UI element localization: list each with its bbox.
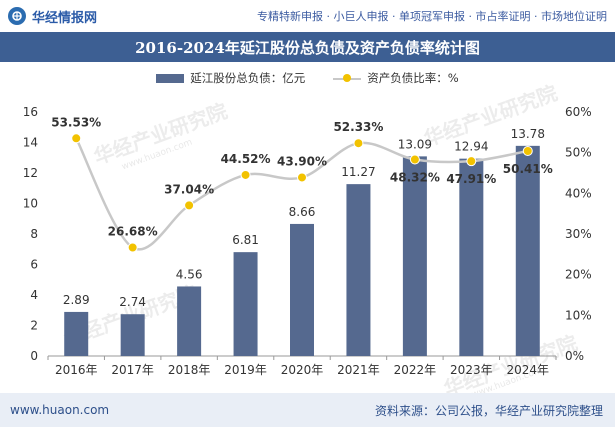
legend-line-swatch-icon xyxy=(333,73,362,83)
bar xyxy=(233,252,258,356)
bar xyxy=(120,314,145,356)
ratio-value-label: 43.90% xyxy=(277,154,327,168)
legend-bar-swatch-icon xyxy=(156,73,185,83)
y-right-tick-label: 20% xyxy=(565,268,592,282)
ratio-value-label: 47.91% xyxy=(446,172,496,186)
bar xyxy=(459,158,484,356)
x-tick-label: 2019年 xyxy=(224,363,267,377)
ratio-value-label: 44.52% xyxy=(221,152,271,166)
ratio-point xyxy=(297,172,307,183)
ratio-point xyxy=(466,156,477,167)
footer-site-link[interactable]: www.huaon.com xyxy=(10,403,110,417)
bar-value-label: 13.09 xyxy=(398,137,432,151)
ratio-point xyxy=(409,154,420,165)
bar-value-label: 11.27 xyxy=(341,165,375,179)
footer-source: 资料来源：公司公报，华经产业研究院整理 xyxy=(374,403,603,418)
brand-name: 华经情报网 xyxy=(32,10,98,26)
ratio-point xyxy=(353,138,364,149)
bar-value-label: 4.56 xyxy=(176,267,203,281)
bar-value-label: 6.81 xyxy=(232,233,259,247)
bar-value-label: 2.89 xyxy=(63,293,90,307)
ratio-point xyxy=(127,242,138,253)
x-tick-label: 2017年 xyxy=(111,363,154,377)
bar xyxy=(177,286,202,356)
y-left-tick-label: 12 xyxy=(23,166,38,180)
ratio-point xyxy=(71,133,82,144)
y-right-tick-label: 60% xyxy=(565,105,592,119)
services-links[interactable]: 专精特新申报 · 小巨人申报 · 单项冠军申报 · 市占率证明 · 市场地位证明 xyxy=(257,10,607,23)
y-right-tick-label: 50% xyxy=(565,146,592,160)
bar-value-label: 13.78 xyxy=(511,127,545,141)
y-left-tick-label: 8 xyxy=(30,227,38,241)
y-left-tick-label: 14 xyxy=(23,136,38,150)
y-right-tick-label: 40% xyxy=(565,186,592,200)
bar xyxy=(402,156,427,356)
bar xyxy=(346,184,371,356)
y-right-tick-label: 30% xyxy=(565,227,592,241)
bar-value-label: 2.74 xyxy=(119,295,146,309)
y-left-tick-label: 4 xyxy=(30,288,38,302)
x-tick-label: 2024年 xyxy=(507,363,550,377)
brand-logo-icon xyxy=(8,7,26,25)
legend-item-debt: 延江股份总负债：亿元 xyxy=(156,70,305,86)
ratio-point xyxy=(184,200,195,211)
brand[interactable]: 华经情报网 xyxy=(8,7,97,26)
ratio-value-label: 26.68% xyxy=(108,225,158,239)
x-tick-label: 2018年 xyxy=(168,363,211,377)
legend-label-ratio: 资产负债比率：% xyxy=(367,71,459,85)
y-right-tick-label: 0% xyxy=(565,349,584,363)
ratio-value-label: 53.53% xyxy=(51,115,101,129)
y-left-tick-label: 2 xyxy=(30,319,38,333)
ratio-point xyxy=(522,145,533,156)
legend-label-debt: 延江股份总负债：亿元 xyxy=(190,71,306,85)
chart-title: 2016-2024年延江股份总负债及资产负债率统计图 xyxy=(135,38,480,57)
ratio-value-label: 37.04% xyxy=(164,182,214,196)
chart-legend: 延江股份总负债：亿元 资产负债比率：% xyxy=(0,66,615,90)
y-right-tick-label: 10% xyxy=(565,308,592,322)
x-tick-label: 2020年 xyxy=(281,363,324,377)
footer-bar: www.huaon.com 资料来源：公司公报，华经产业研究院整理 xyxy=(0,393,615,427)
y-left-tick-label: 6 xyxy=(30,258,38,272)
ratio-value-label: 48.32% xyxy=(390,170,440,184)
y-left-tick-label: 16 xyxy=(23,105,38,119)
ratio-point xyxy=(240,169,251,180)
ratio-value-label: 52.33% xyxy=(333,120,383,134)
y-left-tick-label: 0 xyxy=(30,349,38,363)
x-tick-label: 2021年 xyxy=(337,363,380,377)
y-left-tick-label: 10 xyxy=(23,197,38,211)
legend-item-ratio: 资产负债比率：% xyxy=(333,70,459,86)
bar xyxy=(64,311,89,356)
x-tick-label: 2016年 xyxy=(55,363,98,377)
ratio-value-label: 50.41% xyxy=(503,162,553,176)
bar xyxy=(515,145,540,356)
x-tick-label: 2022年 xyxy=(394,363,437,377)
top-bar: 华经情报网 专精特新申报 · 小巨人申报 · 单项冠军申报 · 市占率证明 · … xyxy=(0,0,615,32)
chart-title-bar: 2016-2024年延江股份总负债及资产负债率统计图 xyxy=(0,32,615,62)
bar-value-label: 12.94 xyxy=(454,140,488,154)
x-tick-label: 2023年 xyxy=(450,363,493,377)
bar xyxy=(290,223,314,356)
bar-value-label: 8.66 xyxy=(289,205,316,219)
